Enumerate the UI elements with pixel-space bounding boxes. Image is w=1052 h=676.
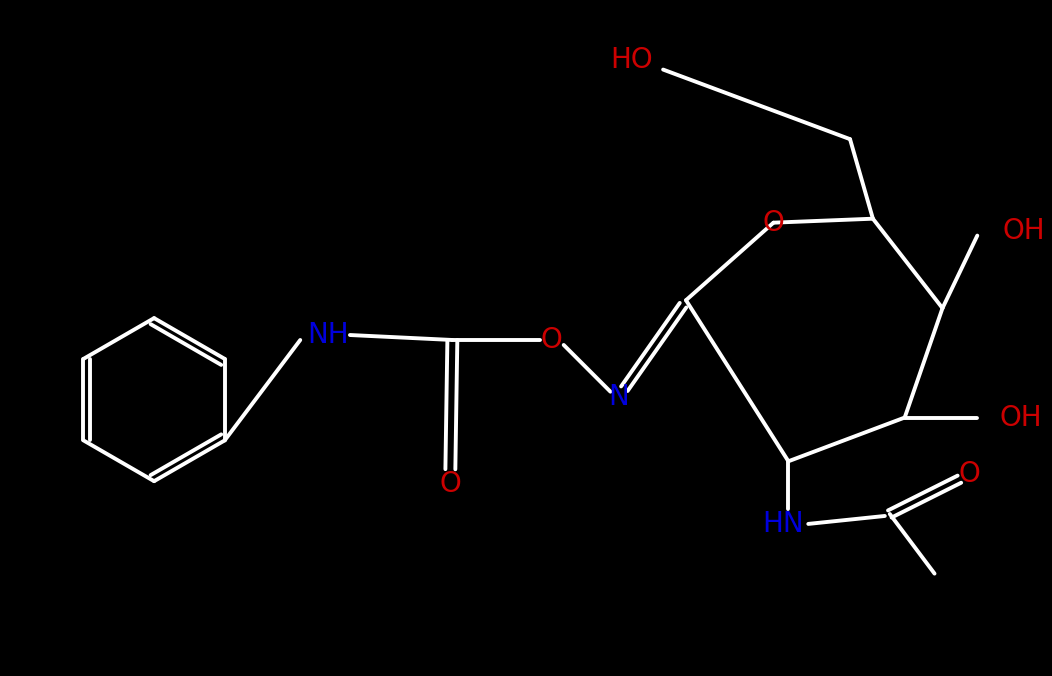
Text: NH: NH xyxy=(307,321,349,349)
Text: N: N xyxy=(608,383,629,410)
Text: HN: HN xyxy=(763,510,804,538)
Text: O: O xyxy=(541,326,563,354)
Text: O: O xyxy=(958,460,980,488)
Text: O: O xyxy=(763,209,785,237)
Text: OH: OH xyxy=(999,404,1041,431)
Text: HO: HO xyxy=(610,45,652,74)
Text: OH: OH xyxy=(1003,216,1045,245)
Text: O: O xyxy=(440,470,461,498)
